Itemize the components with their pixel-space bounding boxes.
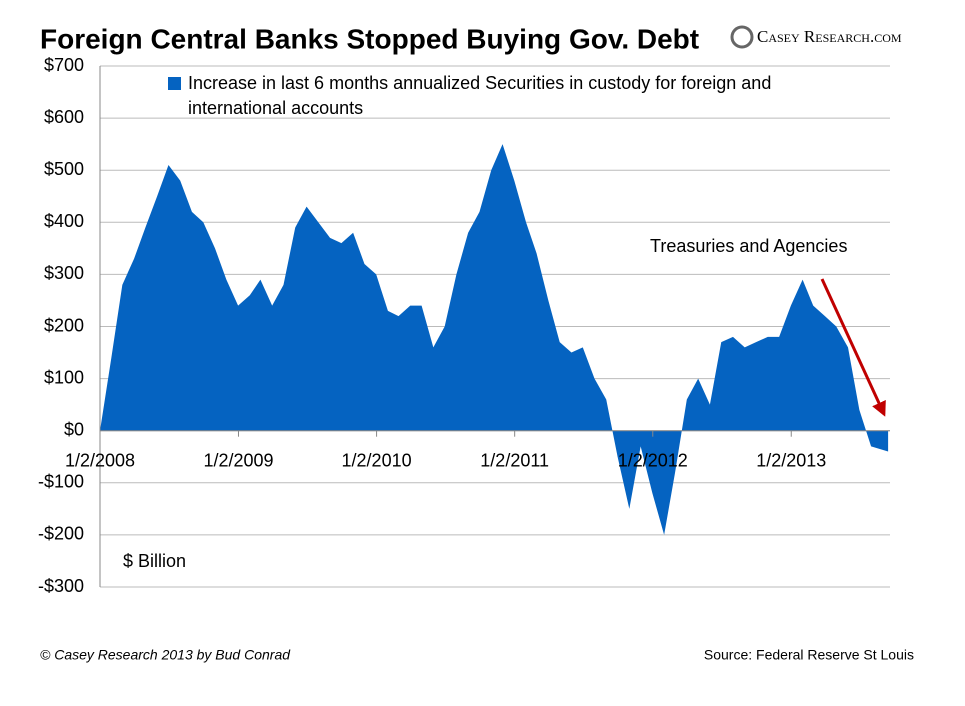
y-tick-label: $300	[44, 263, 84, 283]
legend-swatch	[168, 77, 181, 90]
annotation: Treasuries and Agencies	[650, 236, 847, 256]
footer-left: © Casey Research 2013 by Bud Conrad	[40, 647, 291, 663]
annotation-arrow	[820, 278, 886, 417]
area	[100, 144, 889, 535]
logo-icon	[730, 25, 754, 49]
x-tick-label: 1/2/2011	[480, 450, 549, 470]
y-tick-label: $500	[44, 159, 84, 179]
x-tick-label: 1/2/2010	[342, 450, 412, 470]
footer-right: Source: Federal Reserve St Louis	[704, 647, 914, 663]
y-tick-label: -$200	[38, 524, 84, 544]
legend-label: Increase in last 6 months annualized Sec…	[188, 73, 772, 118]
y-tick-label: $200	[44, 315, 84, 335]
y-axis-label: $ Billion	[123, 551, 186, 571]
x-tick-label: 1/2/2012	[618, 450, 688, 470]
x-tick-label: 1/2/2009	[203, 450, 273, 470]
y-tick-label: $400	[44, 211, 84, 231]
y-tick-label: $600	[44, 107, 84, 127]
y-tick-label: $0	[64, 419, 84, 439]
chart-title: Foreign Central Banks Stopped Buying Gov…	[40, 23, 699, 54]
x-tick-label: 1/2/2013	[756, 450, 826, 470]
y-tick-label: -$100	[38, 472, 84, 492]
y-tick-label: $700	[44, 55, 84, 75]
legend: Increase in last 6 months annualized Sec…	[168, 71, 848, 121]
y-tick-label: -$300	[38, 576, 84, 596]
plot	[100, 144, 889, 535]
logo: Casey Research.com	[757, 27, 902, 46]
x-tick-label: 1/2/2008	[65, 450, 135, 470]
y-tick-label: $100	[44, 367, 84, 387]
